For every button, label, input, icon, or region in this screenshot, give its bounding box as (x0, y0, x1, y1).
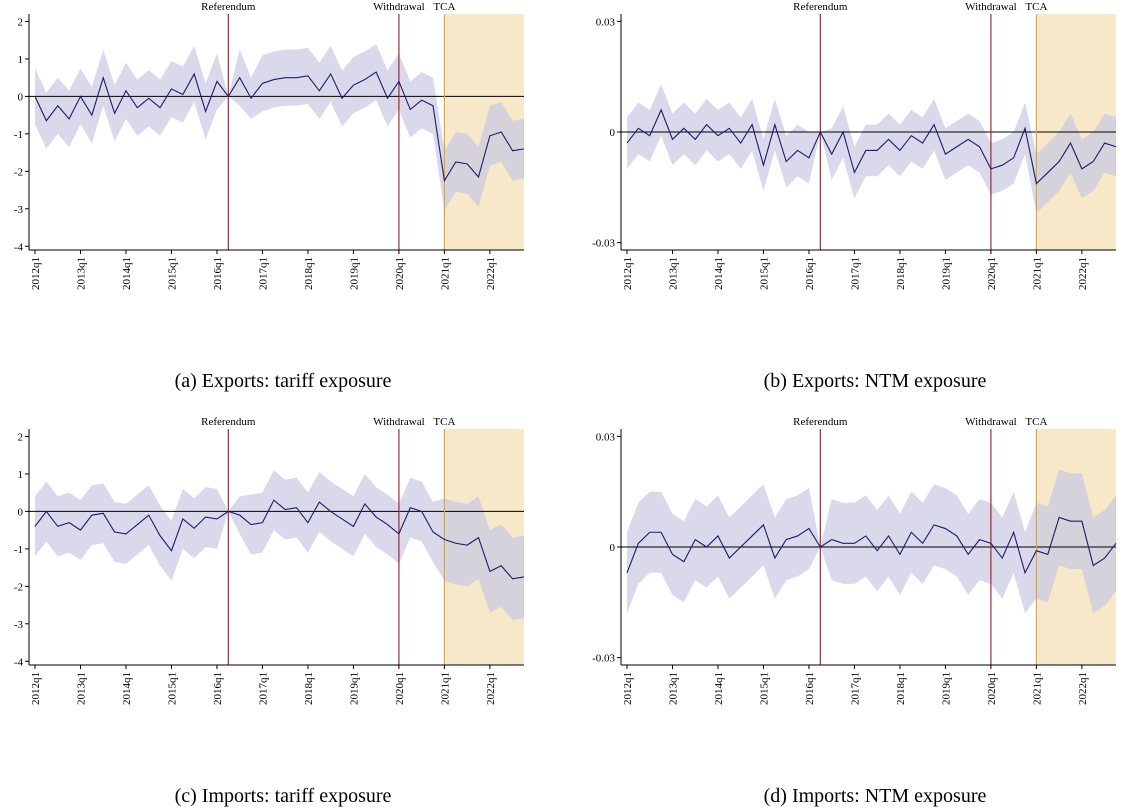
y-tick-label: 0 (610, 542, 616, 554)
caption: (b) Exports: NTM exposure (764, 370, 987, 392)
caption: (d) Imports: NTM exposure (764, 785, 987, 807)
confidence-band (627, 84, 1116, 214)
y-tick-label: -3 (14, 619, 24, 631)
event-label: Referendum (201, 1, 256, 13)
x-tick-label: 2013q1 (667, 672, 679, 705)
y-tick-label: 0.03 (596, 16, 616, 28)
y-tick-label: -0.03 (592, 238, 615, 250)
x-tick-label: 2016q1 (804, 257, 816, 290)
event-label: TCA (1025, 1, 1047, 13)
y-tick-label: 0 (18, 91, 24, 103)
event-label: Withdrawal (965, 416, 1016, 428)
event-label: TCA (1025, 416, 1047, 428)
y-tick-label: 1 (18, 469, 24, 481)
y-tick-label: 0 (18, 506, 24, 518)
x-tick-label: 2015q1 (166, 257, 178, 290)
confidence-band (35, 470, 524, 621)
y-tick-label: -3 (14, 204, 24, 216)
y-tick-label: -4 (14, 656, 24, 668)
event-label: Referendum (201, 416, 256, 428)
y-tick-label: -4 (14, 241, 24, 253)
x-tick-label: 2020q1 (394, 257, 406, 290)
y-tick-label: 1 (18, 54, 24, 66)
x-tick-label: 2022q1 (1077, 257, 1089, 290)
y-tick-label: -0.03 (592, 653, 615, 665)
x-tick-label: 2021q1 (439, 672, 451, 705)
x-tick-label: 2022q1 (485, 672, 497, 705)
event-label: Withdrawal (373, 416, 424, 428)
x-tick-label: 2013q1 (667, 257, 679, 290)
x-tick-label: 2012q1 (30, 257, 42, 290)
series-line (626, 108, 1117, 185)
x-tick-label: 2012q1 (622, 672, 634, 705)
x-tick-label: 2020q1 (986, 672, 998, 705)
x-tick-label: 2015q1 (758, 672, 770, 705)
y-tick-label: -1 (14, 544, 23, 556)
event-label: Withdrawal (373, 1, 424, 13)
series-line (34, 499, 525, 580)
x-tick-label: 2019q1 (348, 672, 360, 705)
x-tick-label: 2018q1 (303, 672, 315, 705)
event-label: TCA (433, 416, 455, 428)
x-tick-label: 2021q1 (1031, 672, 1043, 705)
confidence-band (35, 43, 524, 211)
x-tick-label: 2016q1 (804, 672, 816, 705)
x-tick-label: 2017q1 (257, 672, 269, 705)
series-line (626, 516, 1117, 575)
x-tick-label: 2019q1 (940, 257, 952, 290)
x-tick-label: 2014q1 (121, 672, 133, 705)
x-tick-label: 2017q1 (849, 257, 861, 290)
y-tick-label: 0.03 (596, 431, 616, 443)
caption: (c) Imports: tariff exposure (175, 785, 392, 807)
x-tick-label: 2016q1 (212, 257, 224, 290)
x-tick-label: 2014q1 (713, 257, 725, 290)
x-tick-label: 2014q1 (713, 672, 725, 705)
x-tick-label: 2021q1 (1031, 257, 1043, 290)
confidence-band (627, 469, 1116, 614)
x-tick-label: 2015q1 (758, 257, 770, 290)
x-tick-label: 2016q1 (212, 672, 224, 705)
y-tick-label: 2 (18, 16, 24, 28)
x-tick-label: 2012q1 (30, 672, 42, 705)
y-tick-label: -1 (14, 129, 23, 141)
y-tick-label: 2 (18, 431, 24, 443)
series-line (34, 71, 525, 183)
x-tick-label: 2020q1 (394, 672, 406, 705)
x-tick-label: 2018q1 (895, 257, 907, 290)
x-tick-label: 2017q1 (849, 672, 861, 705)
caption: (a) Exports: tariff exposure (175, 370, 392, 392)
y-tick-label: 0 (610, 127, 616, 139)
x-tick-label: 2022q1 (485, 257, 497, 290)
x-tick-label: 2017q1 (257, 257, 269, 290)
event-label: Referendum (793, 416, 848, 428)
x-tick-label: 2013q1 (75, 672, 87, 705)
x-tick-label: 2019q1 (348, 257, 360, 290)
y-tick-label: -2 (14, 166, 23, 178)
x-tick-label: 2020q1 (986, 257, 998, 290)
x-tick-label: 2018q1 (895, 672, 907, 705)
x-tick-label: 2015q1 (166, 672, 178, 705)
x-tick-label: 2021q1 (439, 257, 451, 290)
x-tick-label: 2014q1 (121, 257, 133, 290)
event-label: TCA (433, 1, 455, 13)
x-tick-label: 2022q1 (1077, 672, 1089, 705)
y-tick-label: -2 (14, 581, 23, 593)
event-label: Withdrawal (965, 1, 1016, 13)
x-tick-label: 2018q1 (303, 257, 315, 290)
event-label: Referendum (793, 1, 848, 13)
x-tick-label: 2012q1 (622, 257, 634, 290)
x-tick-label: 2019q1 (940, 672, 952, 705)
x-tick-label: 2013q1 (75, 257, 87, 290)
